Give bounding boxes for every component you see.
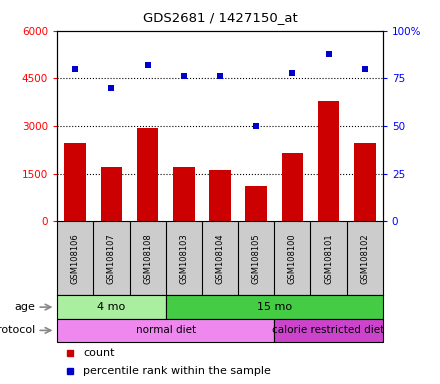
Bar: [64, 144, 86, 221]
Text: GSM108105: GSM108105: [252, 233, 260, 284]
Point: [325, 51, 332, 57]
Point: [72, 66, 79, 72]
Text: GSM108104: GSM108104: [216, 233, 224, 284]
Bar: [173, 167, 194, 221]
Text: 15 mo: 15 mo: [257, 302, 292, 312]
Point: [216, 73, 224, 79]
Point: [180, 73, 187, 79]
Text: GSM108108: GSM108108: [143, 233, 152, 284]
Text: protocol: protocol: [0, 325, 36, 335]
Text: normal diet: normal diet: [136, 325, 196, 335]
Text: GSM108107: GSM108107: [107, 233, 116, 284]
Text: percentile rank within the sample: percentile rank within the sample: [83, 366, 271, 376]
Text: GSM108103: GSM108103: [180, 233, 188, 284]
Text: GSM108100: GSM108100: [288, 233, 297, 284]
Text: 4 mo: 4 mo: [97, 302, 125, 312]
Bar: [101, 167, 122, 221]
Bar: [166, 295, 383, 319]
Bar: [209, 170, 231, 221]
Bar: [57, 295, 166, 319]
Text: GSM108102: GSM108102: [360, 233, 369, 284]
Text: GSM108101: GSM108101: [324, 233, 333, 284]
Text: age: age: [15, 302, 36, 312]
Bar: [354, 144, 376, 221]
Bar: [246, 186, 267, 221]
Point: [253, 123, 260, 129]
Bar: [282, 153, 303, 221]
Bar: [137, 127, 158, 221]
Text: count: count: [83, 348, 115, 358]
Bar: [57, 319, 274, 342]
Point: [361, 66, 368, 72]
Text: GDS2681 / 1427150_at: GDS2681 / 1427150_at: [143, 12, 297, 25]
Bar: [318, 101, 339, 221]
Text: calorie restricted diet: calorie restricted diet: [272, 325, 385, 335]
Point: [289, 70, 296, 76]
Text: GSM108106: GSM108106: [71, 233, 80, 284]
Bar: [274, 319, 383, 342]
Point: [144, 62, 151, 68]
Point: [108, 85, 115, 91]
